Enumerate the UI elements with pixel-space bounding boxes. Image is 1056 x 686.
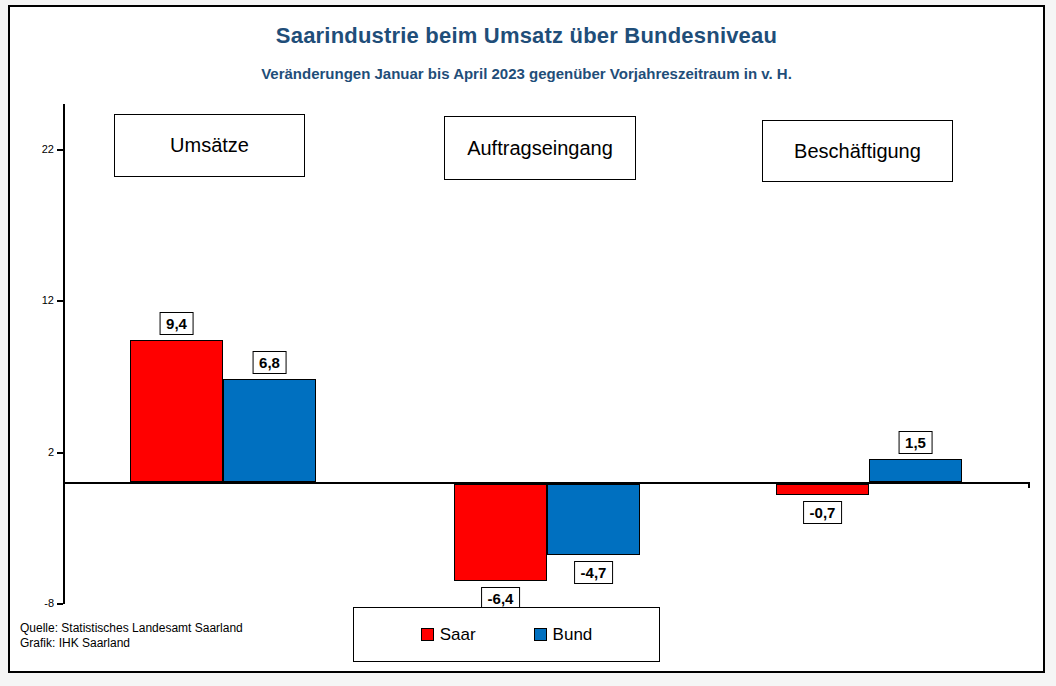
bar-saar-2 <box>454 484 547 581</box>
chart-subtitle: Veränderungen Januar bis April 2023 gege… <box>10 65 1043 82</box>
legend-swatch-saar <box>421 628 434 641</box>
footer-source: Quelle: Statistisches Landesamt Saarland <box>20 621 243 636</box>
legend-item-saar: Saar <box>421 625 476 645</box>
footer-credits: Quelle: Statistisches Landesamt Saarland… <box>20 621 243 651</box>
category-box-beschaeftigung: Beschäftigung <box>762 120 953 182</box>
legend-label-saar: Saar <box>440 625 476 645</box>
y-tick-mark-2 <box>57 452 63 454</box>
bar-bund-1 <box>223 379 316 482</box>
legend-label-bund: Bund <box>553 625 593 645</box>
value-label-saar-3: -0,7 <box>803 501 843 524</box>
category-label-umsaetze: Umsätze <box>170 134 249 157</box>
footer-credit: Grafik: IHK Saarland <box>20 636 243 651</box>
value-label-saar-1: 9,4 <box>159 312 194 335</box>
y-tick-label-12: 12 <box>20 295 54 306</box>
y-tick-label--8: -8 <box>20 598 54 609</box>
value-label-bund-2: -4,7 <box>574 561 614 584</box>
value-label-bund-3: 1,5 <box>898 431 933 454</box>
chart-frame: Saarindustrie beim Umsatz über Bundesniv… <box>8 5 1045 673</box>
y-tick-label-22: 22 <box>20 144 54 155</box>
value-label-bund-1: 6,8 <box>252 351 287 374</box>
bar-bund-2 <box>547 484 640 555</box>
category-box-auftragseingang: Auftragseingang <box>444 116 636 180</box>
y-axis-line <box>63 104 65 604</box>
bar-bund-3 <box>869 459 962 482</box>
y-tick-mark-22 <box>57 149 63 151</box>
category-label-beschaeftigung: Beschäftigung <box>794 140 921 163</box>
y-tick-mark-12 <box>57 300 63 302</box>
chart-title: Saarindustrie beim Umsatz über Bundesniv… <box>10 23 1043 49</box>
category-box-umsaetze: Umsätze <box>114 114 305 177</box>
bar-saar-3 <box>776 484 869 495</box>
bar-saar-1 <box>130 340 223 482</box>
legend-item-bund: Bund <box>534 625 593 645</box>
baseline-end-tick <box>1028 482 1030 488</box>
y-tick-label-2: 2 <box>20 447 54 458</box>
y-tick-mark--8 <box>57 603 63 605</box>
legend-box: Saar Bund <box>353 607 660 662</box>
chart-image: Saarindustrie beim Umsatz über Bundesniv… <box>0 0 1056 686</box>
category-label-auftragseingang: Auftragseingang <box>467 137 613 160</box>
legend-swatch-bund <box>534 628 547 641</box>
